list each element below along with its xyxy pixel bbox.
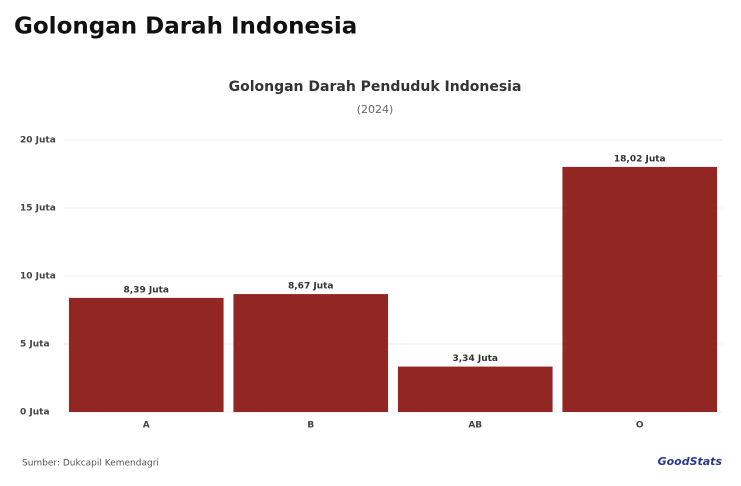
bar xyxy=(397,366,553,412)
value-label: 8,67 Juta xyxy=(288,282,333,292)
y-tick-label: 5 Juta xyxy=(20,340,50,350)
bar xyxy=(562,166,718,412)
x-tick-label: A xyxy=(143,421,150,431)
logo: GoodStats xyxy=(658,455,723,468)
y-tick-label: 20 Juta xyxy=(20,136,56,146)
x-tick-label: O xyxy=(636,421,644,431)
bar xyxy=(233,294,389,412)
chart-subtitle: (2024) xyxy=(357,103,394,116)
page-title: Golongan Darah Indonesia xyxy=(14,14,357,40)
x-tick-label: B xyxy=(307,421,314,431)
y-tick-label: 0 Juta xyxy=(20,408,50,418)
chart-title: Golongan Darah Penduduk Indonesia xyxy=(229,79,522,95)
source: Sumber: Dukcapil Kemendagri xyxy=(22,459,159,469)
value-label: 8,39 Juta xyxy=(124,285,169,295)
x-tick-label: AB xyxy=(468,421,482,431)
y-tick-label: 15 Juta xyxy=(20,204,56,214)
value-label: 3,34 Juta xyxy=(453,354,498,364)
y-tick-label: 10 Juta xyxy=(20,272,56,282)
value-label: 18,02 Juta xyxy=(614,154,666,164)
bar xyxy=(68,297,224,412)
